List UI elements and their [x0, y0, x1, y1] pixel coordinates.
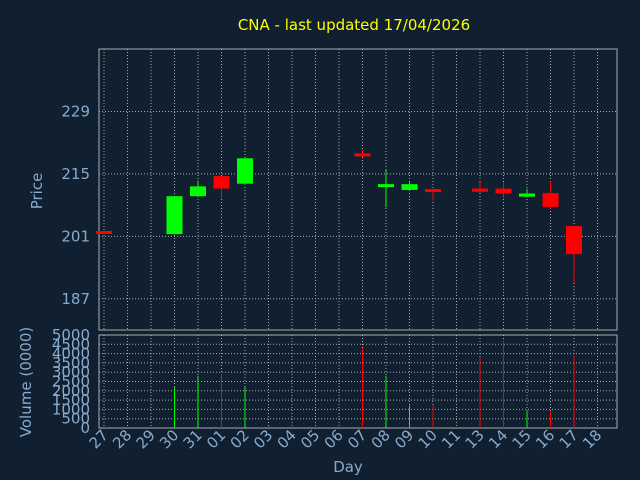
candle-body — [213, 176, 230, 189]
candle-body — [378, 184, 394, 188]
x-tick-label: 08 — [368, 426, 394, 452]
candle-body — [190, 186, 206, 197]
x-tick-label: 05 — [297, 426, 323, 452]
chart-title: CNA - last updated 17/04/2026 — [238, 16, 470, 34]
candle-body — [472, 188, 488, 192]
x-tick-label: 07 — [344, 426, 370, 452]
price-tick-label: 187 — [61, 290, 90, 308]
x-axis-label: Day — [333, 458, 363, 476]
x-tick-label: 29 — [133, 426, 159, 452]
volume-tick-label: 1000 — [52, 400, 90, 418]
x-tick-label: 30 — [156, 426, 182, 452]
price-tick-label: 229 — [61, 102, 90, 120]
volume-tick-label: 1500 — [52, 391, 90, 409]
volume-tick-label: 2500 — [52, 373, 90, 391]
x-tick-label: 18 — [579, 426, 605, 452]
candle-body — [354, 153, 371, 157]
x-tick-label: 10 — [415, 426, 441, 452]
x-tick-label: 04 — [274, 426, 300, 452]
x-tick-label: 15 — [509, 426, 535, 452]
x-axis: 2728293031010203040506070809101113141516… — [86, 426, 606, 452]
volume-tick-label: 2000 — [52, 382, 90, 400]
x-tick-label: 28 — [109, 426, 135, 452]
candle-body — [401, 184, 418, 190]
price-axis-label: Price — [28, 173, 46, 210]
candle-body — [566, 226, 582, 255]
candle-body — [425, 189, 441, 193]
x-tick-label: 09 — [391, 426, 417, 452]
price-panel-border — [98, 48, 618, 331]
x-tick-label: 01 — [203, 426, 229, 452]
price-tick-label: 201 — [61, 227, 90, 245]
volume-tick-label: 0 — [80, 419, 90, 437]
volume-axis-label: Volume (0000) — [17, 327, 35, 437]
x-tick-label: 31 — [180, 426, 206, 452]
price-panel: 187 201 215 229 — [61, 48, 618, 331]
x-tick-label: 17 — [556, 426, 582, 452]
volume-tick-label: 4000 — [52, 345, 90, 363]
candle-body — [519, 193, 535, 197]
candle-body — [166, 196, 183, 235]
x-tick-label: 13 — [462, 426, 488, 452]
x-tick-label: 14 — [485, 426, 511, 452]
volume-tick-label: 4500 — [52, 335, 90, 353]
candle-body — [237, 158, 253, 184]
candle-body — [542, 193, 559, 207]
volume-tick-label: 3000 — [52, 363, 90, 381]
volume-tick-label: 3500 — [52, 354, 90, 372]
volume-tick-label: 5000 — [52, 326, 90, 344]
price-tick-label: 215 — [61, 165, 90, 183]
x-tick-label: 06 — [321, 426, 347, 452]
x-tick-label: 16 — [532, 426, 558, 452]
x-tick-label: 02 — [227, 426, 253, 452]
candle-body — [495, 188, 512, 194]
candle-body — [96, 230, 112, 234]
x-tick-label: 11 — [438, 426, 464, 452]
volume-tick-label: 500 — [61, 410, 90, 428]
x-tick-label: 03 — [250, 426, 276, 452]
